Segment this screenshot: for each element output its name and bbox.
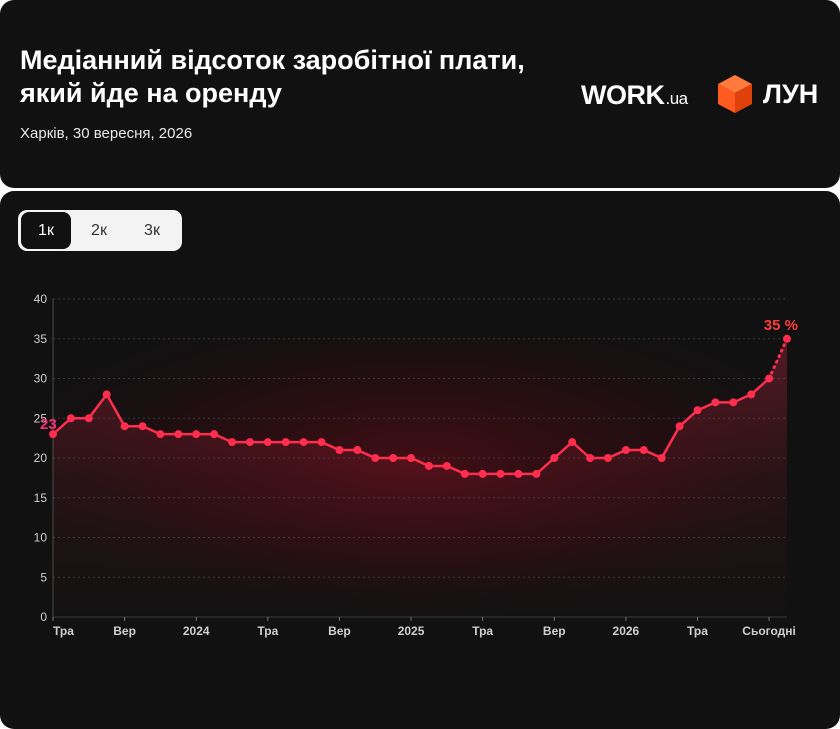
current-value-label: 35 % — [764, 317, 798, 334]
series-forecast-segment — [767, 337, 789, 380]
y-tick-label: 40 — [34, 292, 48, 306]
data-point — [49, 430, 57, 439]
work-ua-logo[interactable]: WORK .ua — [581, 80, 688, 111]
y-tick-label: 0 — [40, 610, 47, 624]
data-point — [783, 334, 791, 343]
data-point — [568, 438, 577, 447]
data-point — [478, 469, 487, 478]
x-tick-label: 2024 — [183, 624, 210, 638]
data-point — [514, 469, 523, 478]
data-point — [317, 438, 326, 447]
tab-3k[interactable]: 3к — [144, 222, 160, 239]
data-point — [407, 454, 416, 462]
data-point — [621, 446, 630, 455]
data-point — [156, 430, 165, 439]
data-point — [192, 430, 201, 439]
location-date: Харків, 30 вересня, 2026 — [20, 125, 193, 142]
data-point — [657, 454, 666, 462]
data-point — [675, 422, 684, 431]
data-point — [120, 422, 129, 431]
data-point — [460, 469, 469, 478]
y-tick-label: 20 — [34, 451, 48, 465]
data-point — [228, 438, 237, 447]
data-point — [693, 406, 702, 415]
x-tick-label: Тра — [687, 624, 708, 638]
x-tick-label: 2025 — [398, 624, 425, 638]
data-point — [210, 430, 219, 439]
x-tick-label: Вер — [543, 624, 566, 638]
lun-logo[interactable]: ЛУН — [717, 74, 818, 114]
data-point — [389, 454, 398, 462]
y-tick-label: 15 — [34, 491, 48, 505]
x-tick-label: 2026 — [613, 624, 640, 638]
start-value-label: 23 — [40, 416, 57, 433]
data-point — [550, 454, 559, 462]
data-point — [586, 454, 595, 462]
data-point — [245, 438, 254, 447]
page-title: Медіанний відсоток заробітної плати, яки… — [20, 45, 525, 108]
data-point — [353, 446, 362, 455]
series-area — [53, 338, 787, 617]
x-tick-label: Тра — [53, 624, 74, 638]
lun-logo-text: ЛУН — [763, 78, 819, 109]
data-point — [84, 414, 93, 423]
data-point — [747, 390, 756, 399]
data-point — [102, 390, 111, 399]
x-tick-label: Вер — [328, 624, 351, 638]
work-ua-logo-suffix: .ua — [665, 89, 688, 108]
data-point — [263, 438, 272, 447]
data-point — [442, 461, 451, 470]
data-point — [335, 446, 344, 455]
data-point — [281, 438, 290, 447]
data-point — [371, 454, 380, 462]
data-point — [603, 454, 612, 462]
data-point — [299, 438, 308, 447]
x-tick-label: Вер — [113, 624, 136, 638]
y-tick-label: 5 — [40, 570, 47, 584]
y-tick-label: 30 — [34, 372, 48, 386]
data-point — [639, 446, 648, 455]
work-ua-logo-main: WORK — [581, 80, 665, 110]
data-point — [138, 422, 147, 431]
data-point — [532, 469, 541, 478]
y-tick-label: 35 — [34, 332, 48, 346]
room-count-tabs: 1к 2к 3к — [18, 210, 182, 251]
data-point — [711, 398, 720, 407]
lun-cube-icon — [718, 75, 752, 113]
tab-2k[interactable]: 2к — [91, 222, 107, 239]
x-tick-label: Тра — [472, 624, 493, 638]
header-card: Медіанний відсоток заробітної плати, яки… — [0, 0, 840, 188]
data-point — [765, 374, 774, 383]
x-tick-label: Сьогодні — [742, 624, 796, 638]
data-point — [424, 461, 433, 470]
tab-1k[interactable]: 1к — [21, 212, 71, 249]
data-point — [496, 469, 505, 478]
data-point — [66, 414, 75, 423]
data-point — [729, 398, 738, 407]
y-tick-label: 10 — [34, 531, 48, 545]
y-tick-label: 25 — [34, 411, 48, 425]
x-tick-label: Тра — [257, 624, 278, 638]
data-point — [174, 430, 183, 439]
